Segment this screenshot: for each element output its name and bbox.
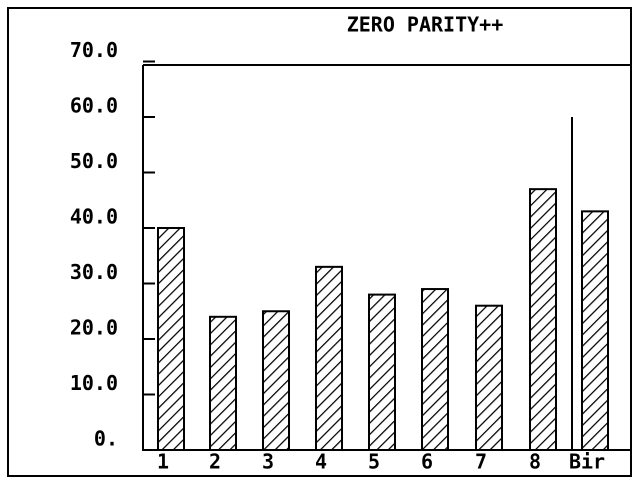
- y-tick-label: 20.0: [70, 316, 118, 340]
- y-tick-label: 40.0: [70, 205, 118, 229]
- bar: [262, 310, 290, 451]
- x-tick-label: 6: [421, 450, 433, 474]
- x-tick-label: 2: [209, 450, 221, 474]
- x-tick-label: Bir: [569, 450, 605, 474]
- x-tick-label: 7: [475, 450, 487, 474]
- bar: [209, 315, 237, 451]
- y-tick-label: 10.0: [70, 371, 118, 395]
- bar: [581, 210, 609, 451]
- bar: [368, 293, 396, 451]
- y-tick-label: 0.: [94, 427, 118, 451]
- chart-title: ZERO PARITY++: [347, 13, 504, 37]
- frame: [7, 7, 632, 477]
- bar: [475, 304, 503, 452]
- y-tick-label: 60.0: [70, 94, 118, 118]
- bar: [421, 288, 449, 451]
- x-tick-label: 4: [315, 450, 327, 474]
- bar: [157, 227, 185, 451]
- x-tick-label: 5: [368, 450, 380, 474]
- y-tick-label: 70.0: [70, 38, 118, 62]
- x-tick-label: 3: [262, 450, 274, 474]
- y-tick-label: 30.0: [70, 260, 118, 284]
- bar: [529, 188, 557, 451]
- bar: [315, 265, 343, 451]
- x-tick-label: 1: [157, 450, 169, 474]
- x-tick-label: 8: [529, 450, 541, 474]
- y-tick-label: 50.0: [70, 149, 118, 173]
